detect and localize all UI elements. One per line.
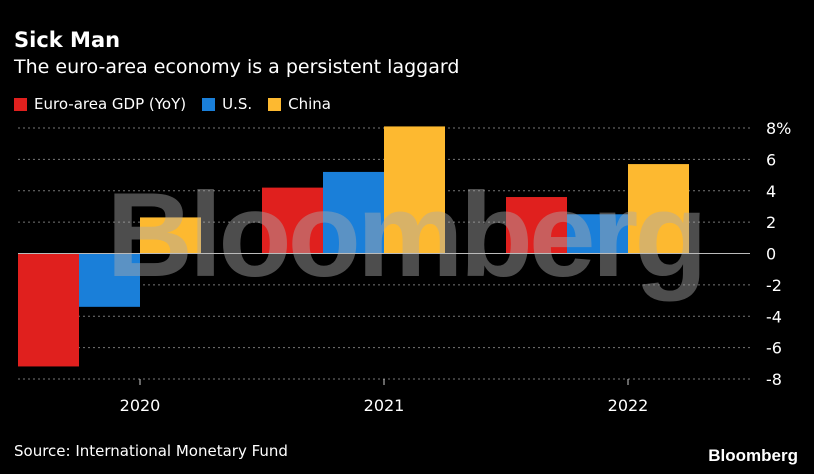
legend-label-china: China — [288, 95, 332, 113]
y-tick-label: 0 — [766, 245, 776, 264]
chart-title: Sick Man — [14, 28, 121, 52]
y-tick-label: 6 — [766, 150, 776, 169]
axis-layer: 8% 6 4 2 0 -2 -4 -6 -8 2020 2021 2022 — [18, 119, 791, 415]
legend-swatch-china — [268, 97, 282, 111]
bloomberg-logo: Bloomberg — [708, 446, 798, 465]
bar — [506, 197, 567, 254]
bar — [384, 126, 445, 254]
legend-item-us: U.S. — [202, 95, 252, 113]
bloomberg-watermark: Bloomberg — [106, 168, 703, 302]
bar — [140, 217, 201, 254]
chart-subtitle: The euro-area economy is a persistent la… — [14, 56, 460, 78]
bar-layer — [18, 126, 689, 367]
bar — [567, 214, 628, 254]
bar — [628, 164, 689, 254]
y-tick-label: -8 — [766, 370, 782, 389]
y-tick-label: -2 — [766, 276, 782, 295]
x-tick-label: 2020 — [120, 396, 161, 415]
legend-swatch-euro — [14, 97, 27, 111]
legend-item-euro: Euro-area GDP (YoY) — [14, 95, 186, 113]
legend-item-china: China — [268, 95, 331, 113]
bar — [262, 187, 323, 254]
legend: Euro-area GDP (YoY) U.S. China — [14, 95, 347, 113]
x-tick-label: 2022 — [608, 396, 649, 415]
legend-label-euro: Euro-area GDP (YoY) — [34, 95, 187, 113]
y-tick-label: 4 — [766, 182, 776, 201]
bar — [79, 253, 140, 307]
x-tick-label: 2021 — [364, 396, 405, 415]
legend-label-us: U.S. — [222, 95, 253, 113]
y-tick-label: 8% — [766, 119, 791, 138]
y-tick-label: -4 — [766, 307, 782, 326]
bar — [323, 171, 384, 254]
source-note: Source: International Monetary Fund — [14, 442, 288, 460]
legend-swatch-us — [202, 97, 216, 111]
bar — [18, 253, 79, 367]
y-tick-label: 2 — [766, 213, 776, 232]
y-tick-label: -6 — [766, 339, 782, 358]
